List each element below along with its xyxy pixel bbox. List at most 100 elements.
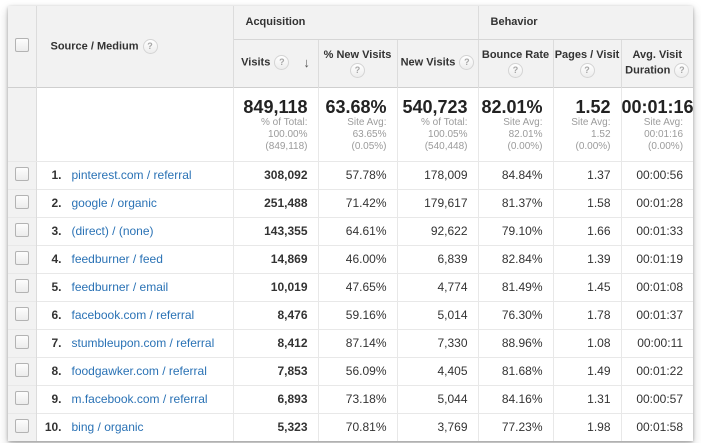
row-checkbox-cell [8, 384, 37, 413]
pages-visit-cell: 1.08 [552, 328, 622, 357]
pages-visit-cell: 1.31 [552, 384, 622, 413]
visits-label: Visits [241, 56, 271, 69]
source-medium-link[interactable]: foodgawker.com / referral [71, 364, 207, 378]
source-medium-link[interactable]: m.facebook.com / referral [71, 392, 208, 406]
analytics-data-table: Source / Medium? Acquisition Behavior Vi… [8, 6, 694, 441]
select-all-checkbox[interactable] [14, 37, 29, 52]
source-medium-cell: 7. stumbleupon.com / referral [36, 328, 234, 357]
source-medium-label: Source / Medium [50, 40, 139, 53]
row-rank: 8. [51, 364, 62, 378]
group-header-behavior: Behavior [477, 6, 694, 40]
visits-cell: 308,092 [232, 160, 318, 189]
row-checkbox-cell [8, 272, 37, 301]
source-medium-cell: 8. foodgawker.com / referral [36, 356, 234, 385]
pct-new-visits-cell: 57.78% [317, 160, 397, 189]
column-header-bounce-rate[interactable]: Bounce Rate ? [477, 39, 554, 87]
pages-visit-cell: 1.45 [552, 272, 622, 301]
avg-visit-duration-label-line1: Avg. Visit [632, 48, 683, 61]
totals-pages-visit-value: 1.52 [575, 96, 611, 117]
avg-visit-duration-label-line2: Duration [625, 64, 671, 77]
column-header-visits[interactable]: Visits? ↓ [233, 39, 318, 87]
bounce-rate-cell: 81.49% [477, 272, 554, 301]
source-medium-link[interactable]: (direct) / (none) [71, 224, 154, 238]
visits-cell: 10,019 [232, 272, 318, 301]
row-checkbox[interactable] [14, 250, 29, 265]
source-medium-link[interactable]: google / organic [71, 196, 157, 210]
pct-new-visits-cell: 56.09% [317, 356, 397, 385]
source-medium-link[interactable]: feedburner / feed [71, 252, 163, 266]
row-checkbox[interactable] [14, 390, 29, 405]
source-medium-link[interactable]: pinterest.com / referral [71, 168, 192, 182]
row-rank: 9. [51, 392, 62, 406]
help-icon[interactable]: ? [674, 62, 690, 78]
totals-visits-value: 849,118 [243, 96, 308, 117]
row-checkbox-cell [8, 188, 37, 217]
help-icon[interactable]: ? [274, 55, 290, 71]
new-visits-cell: 92,622 [396, 216, 479, 245]
row-checkbox[interactable] [14, 334, 29, 349]
avg-visit-duration-cell: 00:01:28 [620, 188, 694, 217]
row-rank: 4. [51, 252, 62, 266]
row-checkbox[interactable] [14, 222, 29, 237]
new-visits-cell: 4,774 [396, 272, 479, 301]
avg-visit-duration-cell: 00:01:19 [620, 244, 694, 273]
pct-new-visits-cell: 87.14% [317, 328, 397, 357]
totals-row: 849,118 % of Total: 100.00% (849,118) 63… [8, 87, 694, 162]
source-medium-link[interactable]: bing / organic [71, 420, 144, 435]
pages-visit-label: Pages / Visit [554, 48, 620, 61]
row-checkbox[interactable] [14, 418, 29, 433]
row-checkbox-cell [8, 356, 37, 385]
column-header-pages-visit[interactable]: Pages / Visit ? [552, 39, 622, 87]
totals-visits: 849,118 % of Total: 100.00% (849,118) [232, 87, 318, 162]
row-checkbox[interactable] [14, 194, 29, 209]
row-checkbox-cell [8, 160, 37, 189]
avg-visit-duration-cell: 00:00:56 [620, 160, 694, 189]
column-header-avg-visit-duration[interactable]: Avg. Visit Duration? [620, 39, 694, 87]
totals-pages-visit: 1.52 Site Avg: 1.52 (0.00%) [552, 87, 622, 162]
bounce-rate-cell: 81.37% [477, 188, 554, 217]
totals-avg-visit-duration: 00:01:16 Site Avg: 00:01:16 (0.00%) [620, 87, 694, 162]
sort-descending-icon[interactable]: ↓ [303, 55, 310, 71]
avg-visit-duration-cell: 00:00:57 [620, 384, 694, 413]
row-rank: 2. [51, 196, 62, 210]
column-header-pct-new-visits[interactable]: % New Visits ? [317, 39, 397, 87]
select-all-cell [8, 6, 37, 87]
source-medium-link[interactable]: facebook.com / referral [71, 308, 195, 322]
avg-visit-duration-cell: 00:01:22 [620, 356, 694, 385]
row-checkbox[interactable] [14, 278, 29, 293]
help-icon[interactable]: ? [350, 62, 365, 78]
table-row: 10. bing / organic 5,323 70.81% 3,769 77.… [8, 412, 694, 441]
new-visits-cell: 5,044 [396, 384, 479, 413]
help-icon[interactable]: ? [459, 55, 475, 71]
pct-new-visits-cell: 59.16% [317, 300, 397, 329]
visits-cell: 7,853 [232, 356, 318, 385]
table-body: 1. pinterest.com / referral 308,092 57.78… [8, 160, 694, 441]
bounce-rate-cell: 77.23% [477, 412, 554, 441]
avg-visit-duration-cell: 00:00:11 [620, 328, 694, 357]
bounce-rate-cell: 84.84% [477, 160, 554, 189]
source-medium-link[interactable]: feedburner / email [71, 280, 169, 294]
bounce-rate-cell: 81.68% [477, 356, 554, 385]
source-medium-cell: 10. bing / organic [36, 412, 234, 441]
table-row: 3. (direct) / (none) 143,355 64.61% 92,62… [8, 216, 694, 245]
totals-new-visits: 540,723 % of Total: 100.05% (540,448) [396, 87, 479, 162]
column-header-source-medium[interactable]: Source / Medium? [36, 6, 234, 87]
help-icon[interactable]: ? [579, 62, 595, 78]
source-medium-cell: 1. pinterest.com / referral [36, 160, 234, 189]
help-icon[interactable]: ? [508, 62, 524, 78]
column-header-new-visits[interactable]: New Visits? [396, 39, 479, 87]
pct-new-visits-cell: 64.61% [317, 216, 397, 245]
row-checkbox[interactable] [14, 306, 29, 321]
pct-new-visits-label: % New Visits [323, 48, 392, 61]
help-icon[interactable]: ? [142, 38, 158, 54]
row-checkbox[interactable] [14, 166, 29, 181]
bounce-rate-cell: 82.84% [477, 244, 554, 273]
avg-visit-duration-cell: 00:01:33 [620, 216, 694, 245]
row-checkbox[interactable] [14, 362, 29, 377]
bounce-rate-label: Bounce Rate [481, 48, 550, 61]
table-row: 2. google / organic 251,488 71.42% 179,61… [8, 188, 694, 217]
new-visits-cell: 6,839 [396, 244, 479, 273]
row-rank: 1. [51, 168, 62, 182]
pct-new-visits-cell: 46.00% [317, 244, 397, 273]
source-medium-link[interactable]: stumbleupon.com / referral [71, 336, 215, 350]
